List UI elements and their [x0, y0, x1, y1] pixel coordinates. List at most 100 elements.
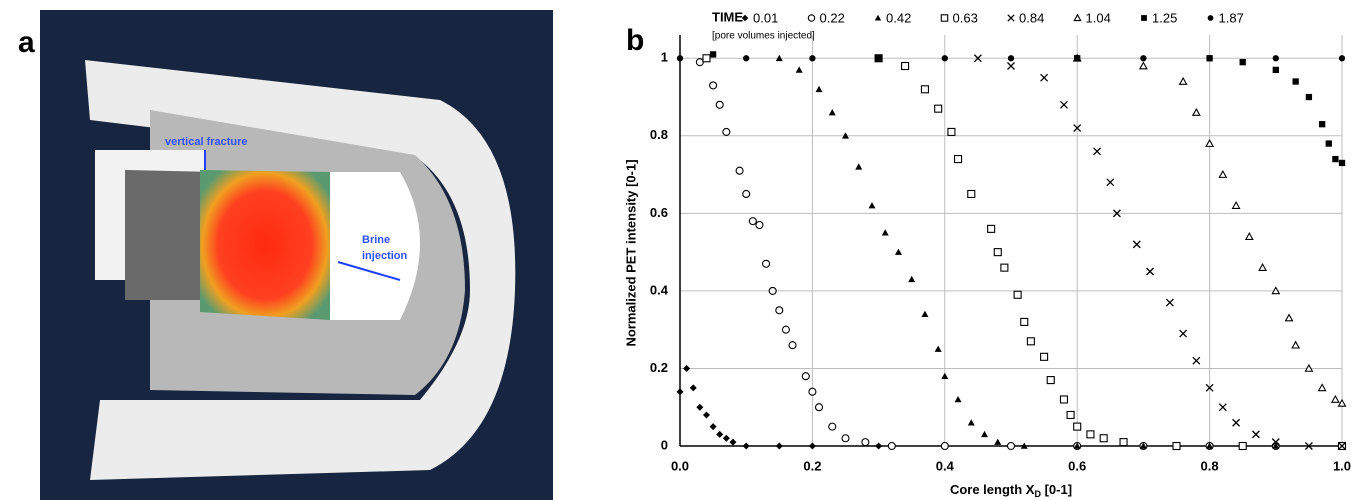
- data-point: [676, 55, 684, 62]
- data-point: [683, 364, 691, 372]
- data-point: [1305, 93, 1313, 101]
- data-point: [788, 341, 797, 350]
- data-point: [1284, 313, 1294, 322]
- legend-title: TIME: [712, 9, 743, 24]
- legend-marker: [1007, 14, 1015, 22]
- data-point: [1318, 121, 1326, 128]
- data-point: [1271, 286, 1281, 295]
- data-point: [842, 132, 849, 139]
- x-tick-label: 1.0: [1333, 458, 1351, 473]
- data-point: [887, 441, 896, 451]
- legend-label: 0.42: [886, 10, 911, 25]
- core-body: [125, 170, 215, 300]
- x-tick-label: 0.8: [1201, 458, 1219, 473]
- data-point: [775, 442, 783, 450]
- legend-label: 1.04: [1086, 10, 1111, 25]
- data-point: [941, 372, 949, 380]
- data-point: [809, 55, 816, 62]
- panel-label: b: [626, 24, 644, 57]
- y-tick-label: 0.6: [650, 205, 668, 220]
- data-point: [722, 434, 730, 442]
- data-point: [920, 85, 929, 94]
- data-point: [742, 189, 751, 199]
- data-point: [775, 306, 784, 315]
- data-point: [695, 58, 704, 67]
- data-point: [1272, 442, 1280, 449]
- data-point: [722, 127, 731, 136]
- data-point: [947, 127, 956, 136]
- data-point: [1119, 438, 1128, 447]
- data-point: [994, 438, 1002, 445]
- data-point: [1013, 290, 1022, 299]
- data-point: [1046, 376, 1055, 385]
- data-point: [855, 163, 863, 170]
- x-tick-label: 0.4: [936, 458, 955, 473]
- data-point: [1218, 403, 1227, 412]
- data-point: [940, 441, 949, 451]
- data-point: [716, 430, 724, 438]
- data-point: [1332, 155, 1339, 163]
- data-point: [1007, 62, 1015, 70]
- data-point: [775, 54, 783, 62]
- data-point: [1140, 55, 1147, 62]
- data-point: [1074, 55, 1081, 62]
- data-point: [901, 61, 910, 71]
- data-point: [993, 248, 1002, 257]
- data-point: [1179, 329, 1188, 338]
- data-point: [1330, 394, 1340, 403]
- data-point: [1112, 209, 1121, 218]
- data-point: [967, 419, 975, 426]
- data-point: [981, 430, 989, 438]
- data-point: [762, 259, 771, 268]
- data-point: [709, 423, 717, 431]
- data-point: [1232, 418, 1241, 427]
- data-point: [1059, 395, 1069, 404]
- data-point: [875, 55, 882, 62]
- data-point: [921, 310, 929, 317]
- x-tick-label: 0.6: [1068, 458, 1086, 473]
- data-point: [1239, 58, 1246, 66]
- data-point: [676, 388, 684, 396]
- data-point: [743, 55, 750, 62]
- data-point: [987, 224, 996, 233]
- x-axis-label-sub: D: [1034, 489, 1041, 499]
- legend-marker: [1141, 15, 1147, 21]
- data-point: [1192, 356, 1201, 365]
- data-point: [1066, 410, 1075, 420]
- data-point: [1020, 442, 1028, 449]
- data-point: [795, 66, 803, 73]
- x-axis-label: Core length XD [0-1]: [950, 482, 1072, 499]
- data-point: [1178, 76, 1188, 85]
- data-point: [953, 155, 963, 164]
- data-point: [1165, 298, 1174, 307]
- data-point: [1218, 169, 1228, 178]
- data-point: [881, 229, 889, 236]
- data-point: [1337, 398, 1347, 407]
- data-point: [781, 325, 790, 334]
- data-point: [808, 387, 817, 396]
- data-point: [808, 442, 816, 450]
- data-point: [742, 442, 750, 450]
- data-point: [729, 438, 737, 446]
- data-point: [1325, 140, 1332, 147]
- data-point: [1040, 352, 1049, 361]
- data-point: [814, 403, 824, 412]
- legend-label: 1.87: [1219, 10, 1244, 25]
- data-point: [1205, 383, 1214, 392]
- data-point: [875, 442, 883, 450]
- data-point: [841, 434, 850, 443]
- data-point: [1292, 78, 1299, 85]
- data-point: [1258, 263, 1267, 271]
- legend-marker: [1207, 15, 1214, 21]
- data-point: [828, 109, 836, 116]
- data-point: [1086, 430, 1095, 439]
- x-tick-label: 0.2: [803, 458, 821, 473]
- data-point: [1099, 434, 1108, 443]
- legend-marker: [940, 14, 949, 22]
- legend-marker: [1073, 13, 1082, 22]
- legend-marker: [874, 14, 882, 21]
- y-tick-label: 0.8: [650, 127, 668, 142]
- data-point: [815, 85, 823, 93]
- data-point: [1206, 442, 1214, 449]
